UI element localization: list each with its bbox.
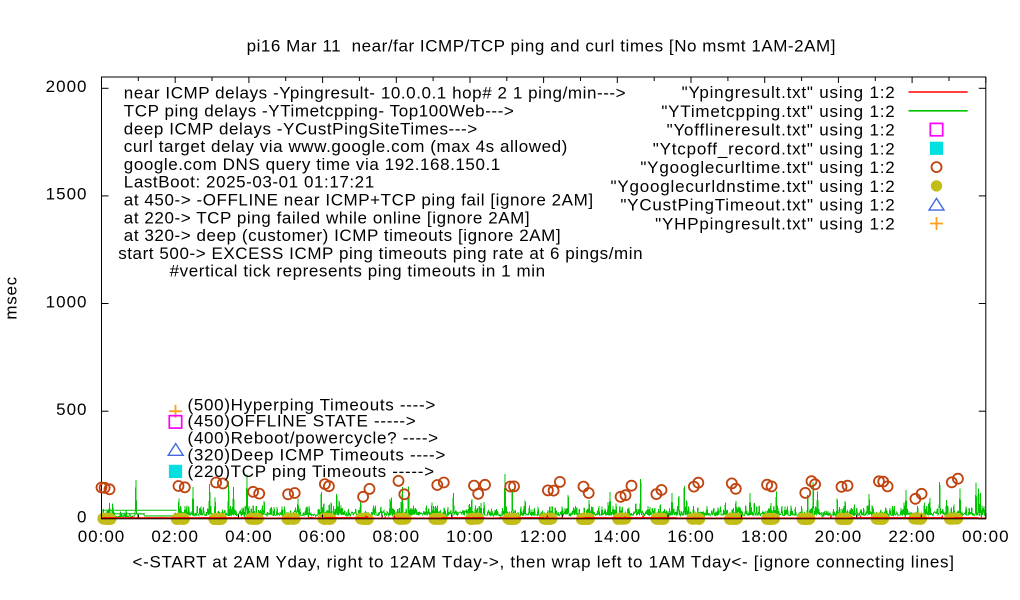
svg-text:start 500-> EXCESS ICMP ping t: start 500-> EXCESS ICMP ping timeouts pi…: [118, 244, 643, 263]
svg-text:TCP ping delays -YTimetcpping-: TCP ping delays -YTimetcpping- Top100Web…: [124, 102, 515, 121]
svg-text:500: 500: [56, 400, 87, 419]
svg-text:at 220-> TCP ping failed while: at 220-> TCP ping failed while online [i…: [124, 208, 530, 227]
svg-text:2000: 2000: [46, 77, 88, 96]
svg-text:12:00: 12:00: [520, 527, 568, 546]
svg-text:"YTimetcpping.txt" using 1:2: "YTimetcpping.txt" using 1:2: [661, 102, 895, 121]
svg-text:"YHPpingresult.txt" using 1:2: "YHPpingresult.txt" using 1:2: [655, 214, 895, 233]
svg-text:(400)Reboot/powercycle? ---->: (400)Reboot/powercycle? ---->: [188, 429, 439, 448]
svg-text:04:00: 04:00: [225, 527, 273, 546]
svg-text:"Ygooglecurldnstime.txt" using: "Ygooglecurldnstime.txt" using 1:2: [611, 177, 896, 196]
svg-text:pi16 Mar 11 near/far ICMP/TCP: pi16 Mar 11 near/far ICMP/TCP ping and c…: [247, 37, 836, 56]
svg-text:0: 0: [77, 508, 87, 527]
svg-text:16:00: 16:00: [667, 527, 715, 546]
svg-text:06:00: 06:00: [299, 527, 347, 546]
svg-text:google.com DNS query time via: google.com DNS query time via 192.168.15…: [124, 155, 501, 174]
svg-text:10:00: 10:00: [446, 527, 494, 546]
svg-text:02:00: 02:00: [151, 527, 199, 546]
svg-text:msec: msec: [2, 276, 21, 319]
svg-text:"Ygooglecurltime.txt" using 1:: "Ygooglecurltime.txt" using 1:2: [640, 158, 895, 177]
svg-text:at 450-> -OFFLINE near ICMP+TC: at 450-> -OFFLINE near ICMP+TCP ping fai…: [124, 191, 594, 210]
svg-text:(320)Deep ICMP Timeouts ---->: (320)Deep ICMP Timeouts ---->: [188, 446, 447, 465]
svg-text:near ICMP delays -Ypingresult-: near ICMP delays -Ypingresult- 10.0.0.1 …: [124, 84, 626, 103]
svg-text:1500: 1500: [46, 185, 88, 204]
svg-text:"Ypingresult.txt" using 1:2: "Ypingresult.txt" using 1:2: [682, 83, 896, 102]
svg-text:20:00: 20:00: [815, 527, 863, 546]
svg-text:<-START at 2AM Yday, right to: <-START at 2AM Yday, right to 12AM Tday-…: [133, 553, 955, 572]
svg-text:(220)TCP ping Timeouts ----->: (220)TCP ping Timeouts ----->: [188, 462, 435, 481]
svg-text:(450)OFFLINE STATE ----->: (450)OFFLINE STATE ----->: [188, 412, 417, 431]
svg-text:LastBoot: 2025-03-01 01:17:21: LastBoot: 2025-03-01 01:17:21: [124, 173, 375, 192]
svg-text:"Yofflineresult.txt" using 1:2: "Yofflineresult.txt" using 1:2: [667, 121, 896, 140]
svg-text:22:00: 22:00: [888, 527, 936, 546]
svg-text:(500)Hyperping Timeouts ---->: (500)Hyperping Timeouts ---->: [188, 396, 436, 415]
svg-text:curl target delay via www.goog: curl target delay via www.google.com (ma…: [124, 137, 568, 156]
svg-text:"Ytcpoff_record.txt" using 1:2: "Ytcpoff_record.txt" using 1:2: [653, 139, 896, 158]
svg-text:00:00: 00:00: [962, 527, 1010, 546]
svg-text:14:00: 14:00: [594, 527, 642, 546]
svg-text:deep ICMP delays -YCustPingSit: deep ICMP delays -YCustPingSiteTimes--->: [124, 119, 478, 138]
svg-text:1000: 1000: [46, 292, 88, 311]
svg-text:#vertical tick represents ping: #vertical tick represents ping timeouts …: [170, 262, 546, 281]
svg-text:08:00: 08:00: [372, 527, 420, 546]
svg-text:18:00: 18:00: [741, 527, 789, 546]
svg-text:"YCustPingTimeout.txt" using 1: "YCustPingTimeout.txt" using 1:2: [620, 196, 895, 215]
svg-text:00:00: 00:00: [78, 527, 126, 546]
svg-text:at 320-> deep (customer) ICMP: at 320-> deep (customer) ICMP timeouts […: [124, 226, 561, 245]
